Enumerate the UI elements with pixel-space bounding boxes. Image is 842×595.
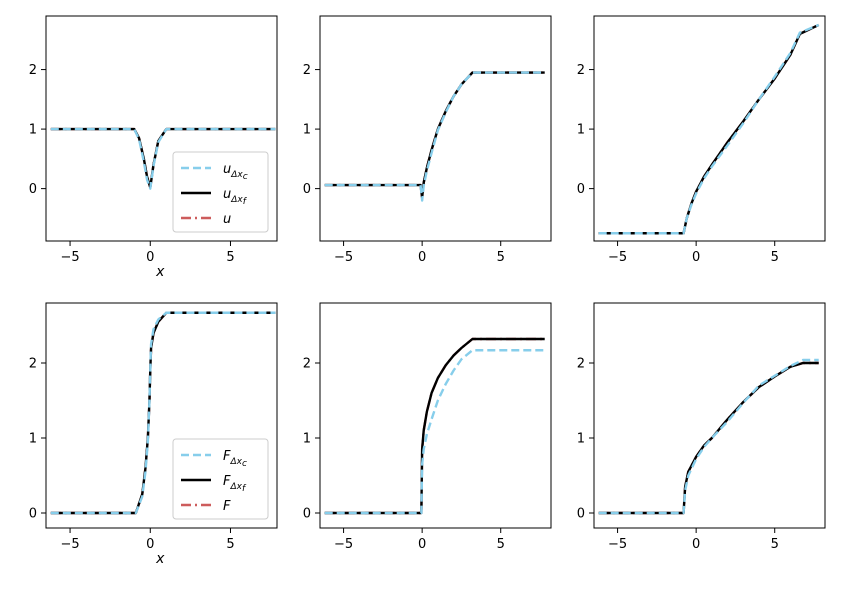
- plot-area: [598, 23, 820, 235]
- legend-box: [172, 151, 269, 233]
- y-tick-label: 2: [29, 63, 37, 78]
- x-tick-label: −5: [60, 537, 79, 552]
- series-line-exact: [598, 361, 819, 515]
- subplot-6: −5 0 5 0 1 2: [577, 302, 826, 552]
- series-line-exact: [324, 71, 545, 199]
- y-tick-label: 2: [29, 357, 37, 372]
- legend-box: [172, 438, 269, 520]
- y-tick-label: 0: [29, 507, 37, 522]
- subplot-5: −5 0 5 0 1 2: [303, 302, 552, 552]
- plot-area: [598, 358, 819, 515]
- series-line-coarse: [598, 23, 820, 235]
- series-line-fine: [324, 337, 545, 515]
- x-tick-label: −5: [608, 250, 627, 265]
- series-line-exact: [324, 337, 545, 515]
- x-tick-label: −5: [60, 250, 79, 265]
- x-tick-label: 0: [418, 250, 426, 265]
- x-tick-label: 5: [771, 250, 779, 265]
- x-tick-label: 0: [418, 537, 426, 552]
- y-tick-label: 0: [577, 182, 585, 197]
- y-tick-label: 2: [577, 63, 585, 78]
- series-line-coarse: [324, 71, 545, 202]
- subplot-4: −5 0 5 0 1 2 x FΔxc FΔxf F: [29, 302, 278, 567]
- axes-frame: [319, 302, 552, 529]
- x-tick-label: 5: [226, 537, 234, 552]
- y-tick-label: 1: [303, 123, 311, 138]
- y-tick-label: 1: [29, 432, 37, 447]
- y-tick-label: 1: [303, 432, 311, 447]
- axes-frame: [593, 302, 826, 529]
- y-tick-label: 1: [29, 123, 37, 138]
- series-line-exact: [598, 23, 820, 235]
- y-tick-label: 0: [577, 507, 585, 522]
- y-tick-label: 0: [303, 507, 311, 522]
- plot-area: [50, 127, 276, 190]
- x-tick-label: 5: [226, 250, 234, 265]
- y-tick-label: 2: [577, 357, 585, 372]
- series-line-coarse: [50, 311, 276, 515]
- x-tick-label: 5: [771, 537, 779, 552]
- x-tick-label: 0: [692, 250, 700, 265]
- y-tick-label: 1: [577, 123, 585, 138]
- legend-label-coarse: FΔxc: [223, 449, 247, 469]
- legend-label-exact: u: [223, 212, 231, 227]
- legend: uΔxc uΔxf u: [172, 151, 269, 233]
- series-line-fine: [598, 361, 819, 515]
- y-tick-label: 2: [303, 357, 311, 372]
- x-tick-label: 0: [146, 250, 154, 265]
- series-line-coarse: [324, 349, 545, 515]
- subplot-2: −5 0 5 0 1 2: [303, 15, 552, 265]
- series-line-fine: [598, 23, 820, 235]
- x-tick-label: 5: [497, 250, 505, 265]
- legend-label-fine: FΔxf: [223, 474, 247, 494]
- axes-frame: [45, 15, 278, 242]
- series-line-coarse: [50, 127, 276, 190]
- x-tick-label: −5: [334, 537, 353, 552]
- legend: FΔxc FΔxf F: [172, 438, 269, 520]
- y-tick-label: 0: [303, 182, 311, 197]
- axes-frame: [45, 302, 278, 529]
- subplot-1: −5 0 5 0 1 2 x uΔxc uΔxf u: [29, 15, 278, 280]
- axes-frame: [593, 15, 826, 242]
- subplot-3: −5 0 5 0 1 2: [577, 15, 826, 265]
- x-axis-label: x: [155, 551, 165, 567]
- x-tick-label: 0: [692, 537, 700, 552]
- plot-area: [324, 337, 545, 515]
- y-tick-label: 0: [29, 182, 37, 197]
- axes-frame: [319, 15, 552, 242]
- legend-label-fine: uΔxf: [223, 187, 248, 207]
- legend-label-exact: F: [223, 499, 231, 514]
- plot-area: [324, 71, 545, 202]
- x-tick-label: 5: [497, 537, 505, 552]
- x-tick-label: 0: [146, 537, 154, 552]
- x-tick-label: −5: [608, 537, 627, 552]
- x-axis-label: x: [155, 264, 165, 280]
- series-line-fine: [324, 71, 545, 199]
- plot-area: [50, 311, 276, 515]
- x-tick-label: −5: [334, 250, 353, 265]
- legend-label-coarse: uΔxc: [223, 162, 248, 182]
- y-tick-label: 1: [577, 432, 585, 447]
- y-tick-label: 2: [303, 63, 311, 78]
- series-line-coarse: [598, 358, 819, 515]
